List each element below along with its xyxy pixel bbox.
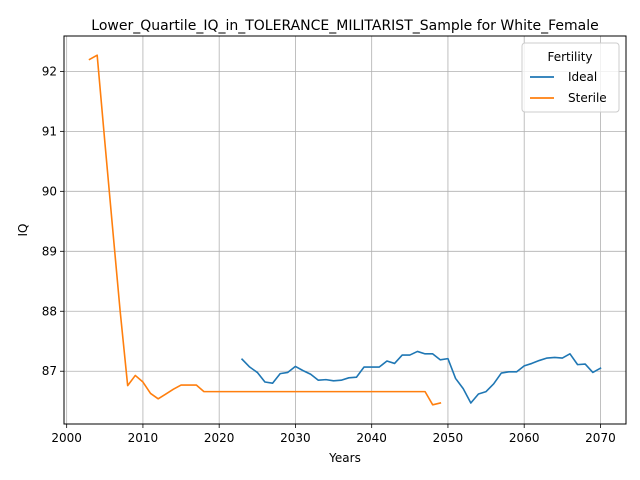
- plot-series: [88, 54, 602, 406]
- x-tick-label: 2010: [128, 431, 159, 445]
- y-tick-label: 92: [42, 64, 57, 78]
- legend-label-ideal: Ideal: [568, 70, 597, 84]
- chart-title: Lower_Quartile_IQ_in_TOLERANCE_MILITARIS…: [91, 18, 598, 34]
- x-tick-label: 2000: [51, 431, 82, 445]
- y-tick-label: 91: [42, 124, 57, 138]
- legend: Fertility Ideal Sterile: [521, 42, 620, 113]
- y-axis-label: IQ: [16, 224, 30, 237]
- y-tick-label: 89: [42, 244, 57, 258]
- x-tick-label: 2060: [509, 431, 540, 445]
- legend-label-sterile: Sterile: [568, 91, 607, 105]
- y-tick-label: 88: [42, 304, 57, 318]
- x-tick-label: 2020: [204, 431, 235, 445]
- x-tick-label: 2030: [280, 431, 311, 445]
- axis-ticks: 2000 2010 2020 2030 2040 2050 2060 2070 87 88 89 90…: [42, 64, 616, 445]
- x-axis-label: Years: [328, 451, 361, 465]
- series-line-sterile: [88, 54, 442, 406]
- series-line-ideal: [240, 350, 602, 404]
- x-tick-label: 2070: [585, 431, 616, 445]
- plot-frame: [63, 35, 627, 425]
- x-tick-label: 2050: [433, 431, 464, 445]
- legend-box: [521, 42, 620, 113]
- legend-title: Fertility: [547, 50, 592, 64]
- y-tick-label: 90: [42, 184, 57, 198]
- x-tick-label: 2040: [356, 431, 387, 445]
- y-tick-label: 87: [42, 364, 57, 378]
